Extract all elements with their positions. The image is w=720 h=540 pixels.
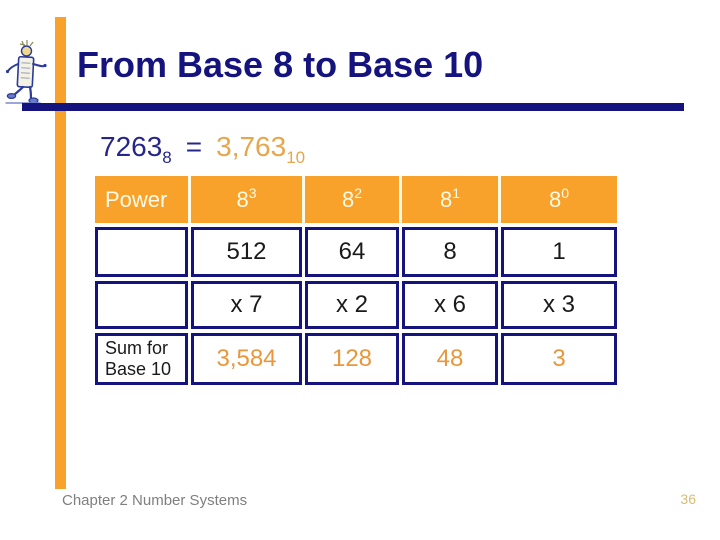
table-cell-empty [95,227,188,277]
table-cell-sum: 3,584 [191,333,302,385]
table-cell-sum-label: Sum for Base 10 [95,333,188,385]
table-cell: 64 [305,227,399,277]
octal-base-subscript: 8 [162,148,172,167]
table-cell: 1 [501,227,617,277]
table-cell: 8 [402,227,498,277]
table-row-place-values: 512 64 8 1 [95,227,617,277]
page-number: 36 [680,491,696,507]
power-label: Power [105,186,168,212]
table-row-sum: Sum for Base 10 3,584 128 48 3 [95,333,617,385]
title-rule [22,103,684,111]
header-cell-power: Power [95,176,191,223]
page-title: From Base 8 to Base 10 [77,44,484,85]
table-cell: x 2 [305,281,399,329]
table-cell: 512 [191,227,302,277]
accent-bar [55,17,66,489]
table-cell: x 6 [402,281,498,329]
table-cell: x 7 [191,281,302,329]
decimal-base-subscript: 10 [286,148,306,167]
equals-sign: = [185,131,203,162]
octal-value: 7263 [100,131,163,162]
decimal-value: 3,763 [216,131,287,162]
conversion-equation: 72638 = 3,76310 [100,131,305,168]
footer-text: Chapter 2 Number Systems [62,492,248,509]
table-cell-sum: 128 [305,333,399,385]
table-cell-sum: 3 [501,333,617,385]
table-cell: x 3 [501,281,617,329]
walking-figure-icon [5,40,47,104]
table-cell-sum: 48 [402,333,498,385]
table-row-multipliers: x 7 x 2 x 6 x 3 [95,281,617,329]
table-cell-empty [95,281,188,329]
